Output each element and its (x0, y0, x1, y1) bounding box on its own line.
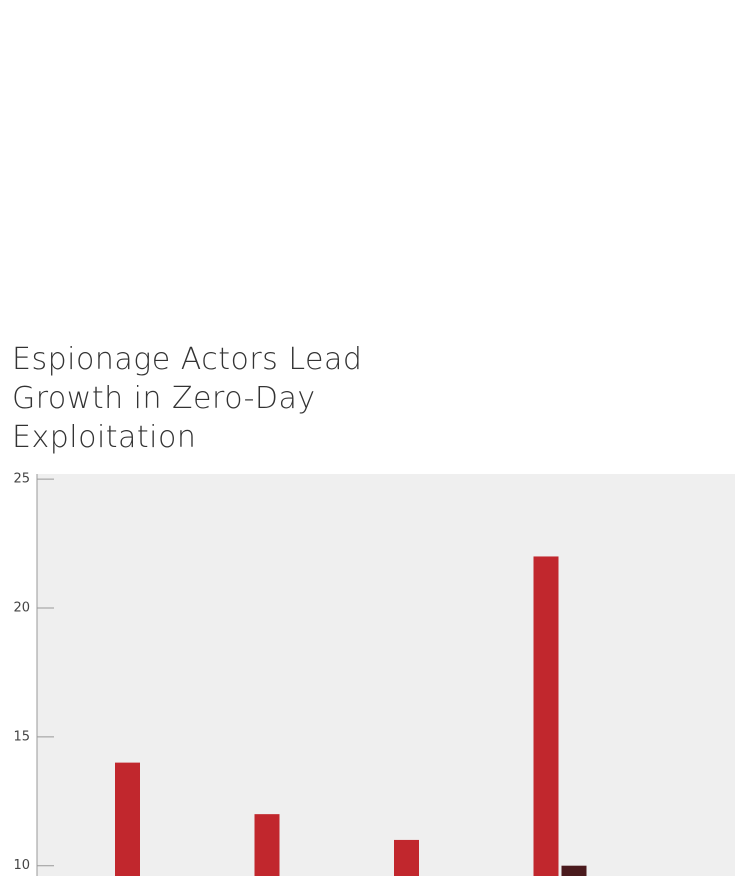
bar (115, 762, 140, 876)
y-tick-label: 25 (13, 472, 30, 487)
bar (394, 839, 419, 876)
bar (561, 865, 587, 876)
bar (254, 814, 280, 876)
y-tick-label: 20 (13, 601, 30, 616)
chart-title: Espionage Actors Lead Growth in Zero-Day… (12, 342, 363, 455)
plot-area (37, 474, 735, 876)
bar (533, 556, 559, 876)
y-tick-label: 10 (13, 858, 30, 873)
y-tick-label: 15 (13, 729, 30, 744)
